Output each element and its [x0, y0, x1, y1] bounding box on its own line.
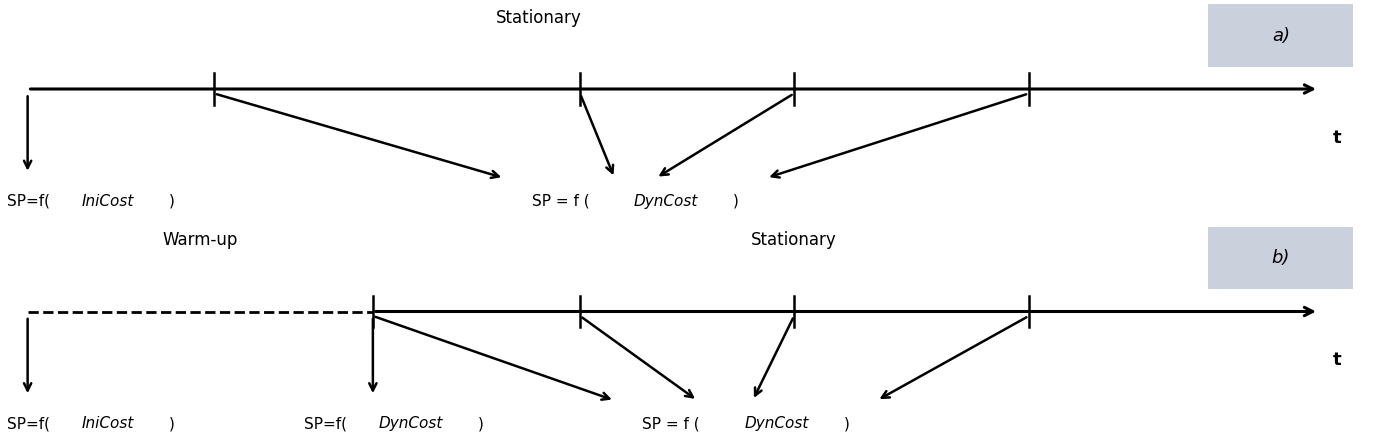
Text: t: t [1333, 352, 1341, 369]
Text: SP=f(: SP=f( [7, 194, 50, 209]
Text: IniCost: IniCost [81, 416, 134, 431]
Text: ): ) [844, 416, 849, 431]
Text: a): a) [1272, 27, 1290, 44]
Text: Stationary: Stationary [496, 9, 581, 27]
Text: SP=f(: SP=f( [304, 416, 347, 431]
Text: ): ) [478, 416, 483, 431]
Text: Warm-up: Warm-up [163, 231, 238, 249]
Text: ): ) [168, 416, 174, 431]
FancyBboxPatch shape [1208, 227, 1353, 289]
Text: SP = f (: SP = f ( [532, 194, 590, 209]
Text: SP=f(: SP=f( [7, 416, 50, 431]
Text: DynCost: DynCost [634, 194, 699, 209]
Text: Stationary: Stationary [751, 231, 837, 249]
Text: IniCost: IniCost [81, 194, 134, 209]
FancyBboxPatch shape [1208, 4, 1353, 67]
Text: b): b) [1272, 249, 1290, 267]
Text: DynCost: DynCost [378, 416, 443, 431]
Text: DynCost: DynCost [744, 416, 809, 431]
Text: ): ) [733, 194, 739, 209]
Text: SP = f (: SP = f ( [642, 416, 700, 431]
Text: t: t [1333, 129, 1341, 147]
Text: ): ) [168, 194, 174, 209]
